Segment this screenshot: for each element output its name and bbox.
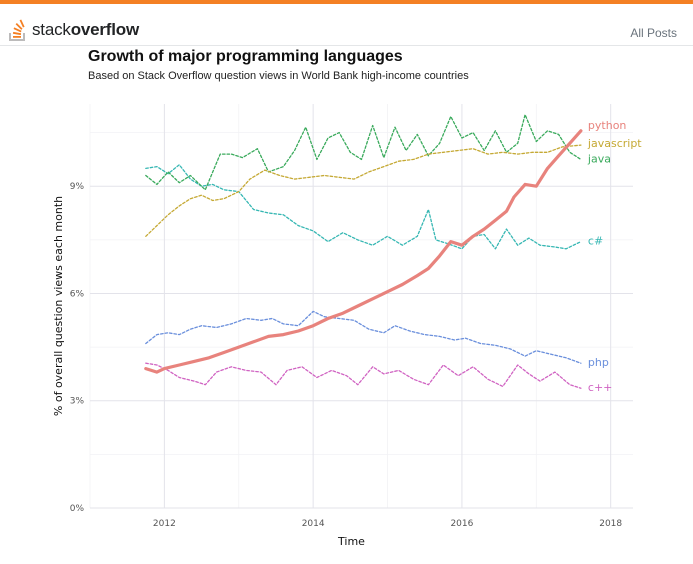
chart-grid: [89, 104, 633, 509]
series-line-java: [145, 114, 582, 191]
y-axis-ticks: 0% 3% 6% 9%: [70, 182, 85, 514]
stackoverflow-logo[interactable]: stackoverflow: [8, 18, 139, 42]
y-tick-label: 6%: [70, 289, 85, 299]
y-axis-title: % of overall question views each month: [52, 196, 65, 416]
series-label-cpp: c++: [588, 381, 612, 394]
series-line-cpp: [145, 362, 582, 389]
x-tick-label: 2012: [153, 519, 176, 529]
chart-series-labels: c++ php c# java javascript python: [587, 119, 642, 394]
x-axis-ticks: 2012 2014 2016 2018: [153, 519, 622, 529]
series-line-csharp: [145, 164, 582, 250]
stackoverflow-logo-icon: [9, 19, 25, 41]
series-label-javascript: javascript: [587, 137, 642, 150]
brand-name-plain: stack: [32, 20, 71, 39]
brand-name-bold: overflow: [70, 20, 140, 39]
series-label-java: java: [587, 152, 611, 165]
chart-title: Growth of major programming languages: [88, 48, 403, 65]
x-tick-label: 2016: [450, 519, 473, 529]
series-line-php: [145, 310, 582, 364]
series-label-csharp: c#: [588, 235, 603, 248]
x-tick-label: 2018: [599, 519, 622, 529]
brand-name: stackoverflow: [32, 20, 139, 40]
y-tick-label: 0%: [70, 504, 85, 514]
x-axis-title: Time: [337, 535, 365, 548]
chart-subtitle: Based on Stack Overflow question views i…: [88, 70, 469, 82]
all-posts-link[interactable]: All Posts: [630, 26, 677, 40]
site-header: stackoverflow All Posts: [0, 0, 693, 46]
y-tick-label: 9%: [70, 182, 85, 192]
series-label-php: php: [588, 356, 609, 369]
series-line-javascript: [145, 144, 582, 237]
series-label-python: python: [588, 119, 627, 132]
series-line-python: [144, 129, 583, 374]
chart-series: [144, 114, 583, 389]
y-tick-label: 3%: [70, 397, 85, 407]
x-tick-label: 2014: [302, 519, 325, 529]
